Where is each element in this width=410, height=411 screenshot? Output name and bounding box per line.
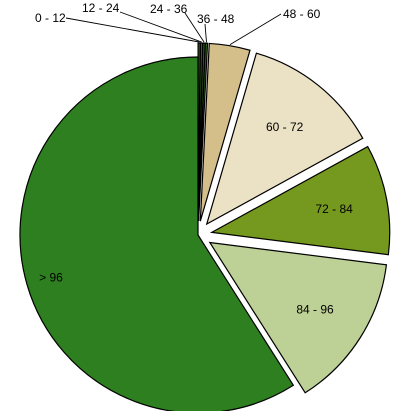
slices-layer bbox=[19, 42, 391, 411]
slice-over-96 bbox=[19, 56, 295, 411]
slice-36-48 bbox=[198, 42, 209, 222]
leader-line-12-24 bbox=[119, 11, 202, 43]
slice-84-96 bbox=[208, 241, 388, 394]
slice-label-48-60: 48 - 60 bbox=[283, 7, 321, 21]
slice-48-60 bbox=[199, 42, 251, 222]
slice-label-12-24: 12 - 24 bbox=[82, 1, 120, 15]
labels-layer: 0 - 12 12 - 24 24 - 36 36 - 48 48 - 60 60 - 7… bbox=[35, 1, 353, 316]
slice-label-0-12: 0 - 12 bbox=[35, 11, 66, 25]
leader-lines-layer bbox=[65, 11, 282, 46]
leader-line-48-60 bbox=[229, 13, 282, 46]
slice-label-72-84: 72 - 84 bbox=[315, 202, 353, 216]
leader-line-24-36 bbox=[184, 12, 205, 43]
slice-72-84 bbox=[209, 145, 391, 256]
slice-label-36-48: 36 - 48 bbox=[197, 12, 235, 26]
slice-label-84-96: 84 - 96 bbox=[296, 302, 334, 316]
slice-label-over-96: > 96 bbox=[39, 271, 63, 285]
leader-line-36-48 bbox=[204, 23, 207, 43]
slice-label-24-36: 24 - 36 bbox=[150, 2, 188, 16]
slice-label-60-72: 60 - 72 bbox=[266, 120, 304, 134]
slice-60-72 bbox=[205, 52, 364, 226]
leader-line-0-12 bbox=[65, 17, 200, 43]
